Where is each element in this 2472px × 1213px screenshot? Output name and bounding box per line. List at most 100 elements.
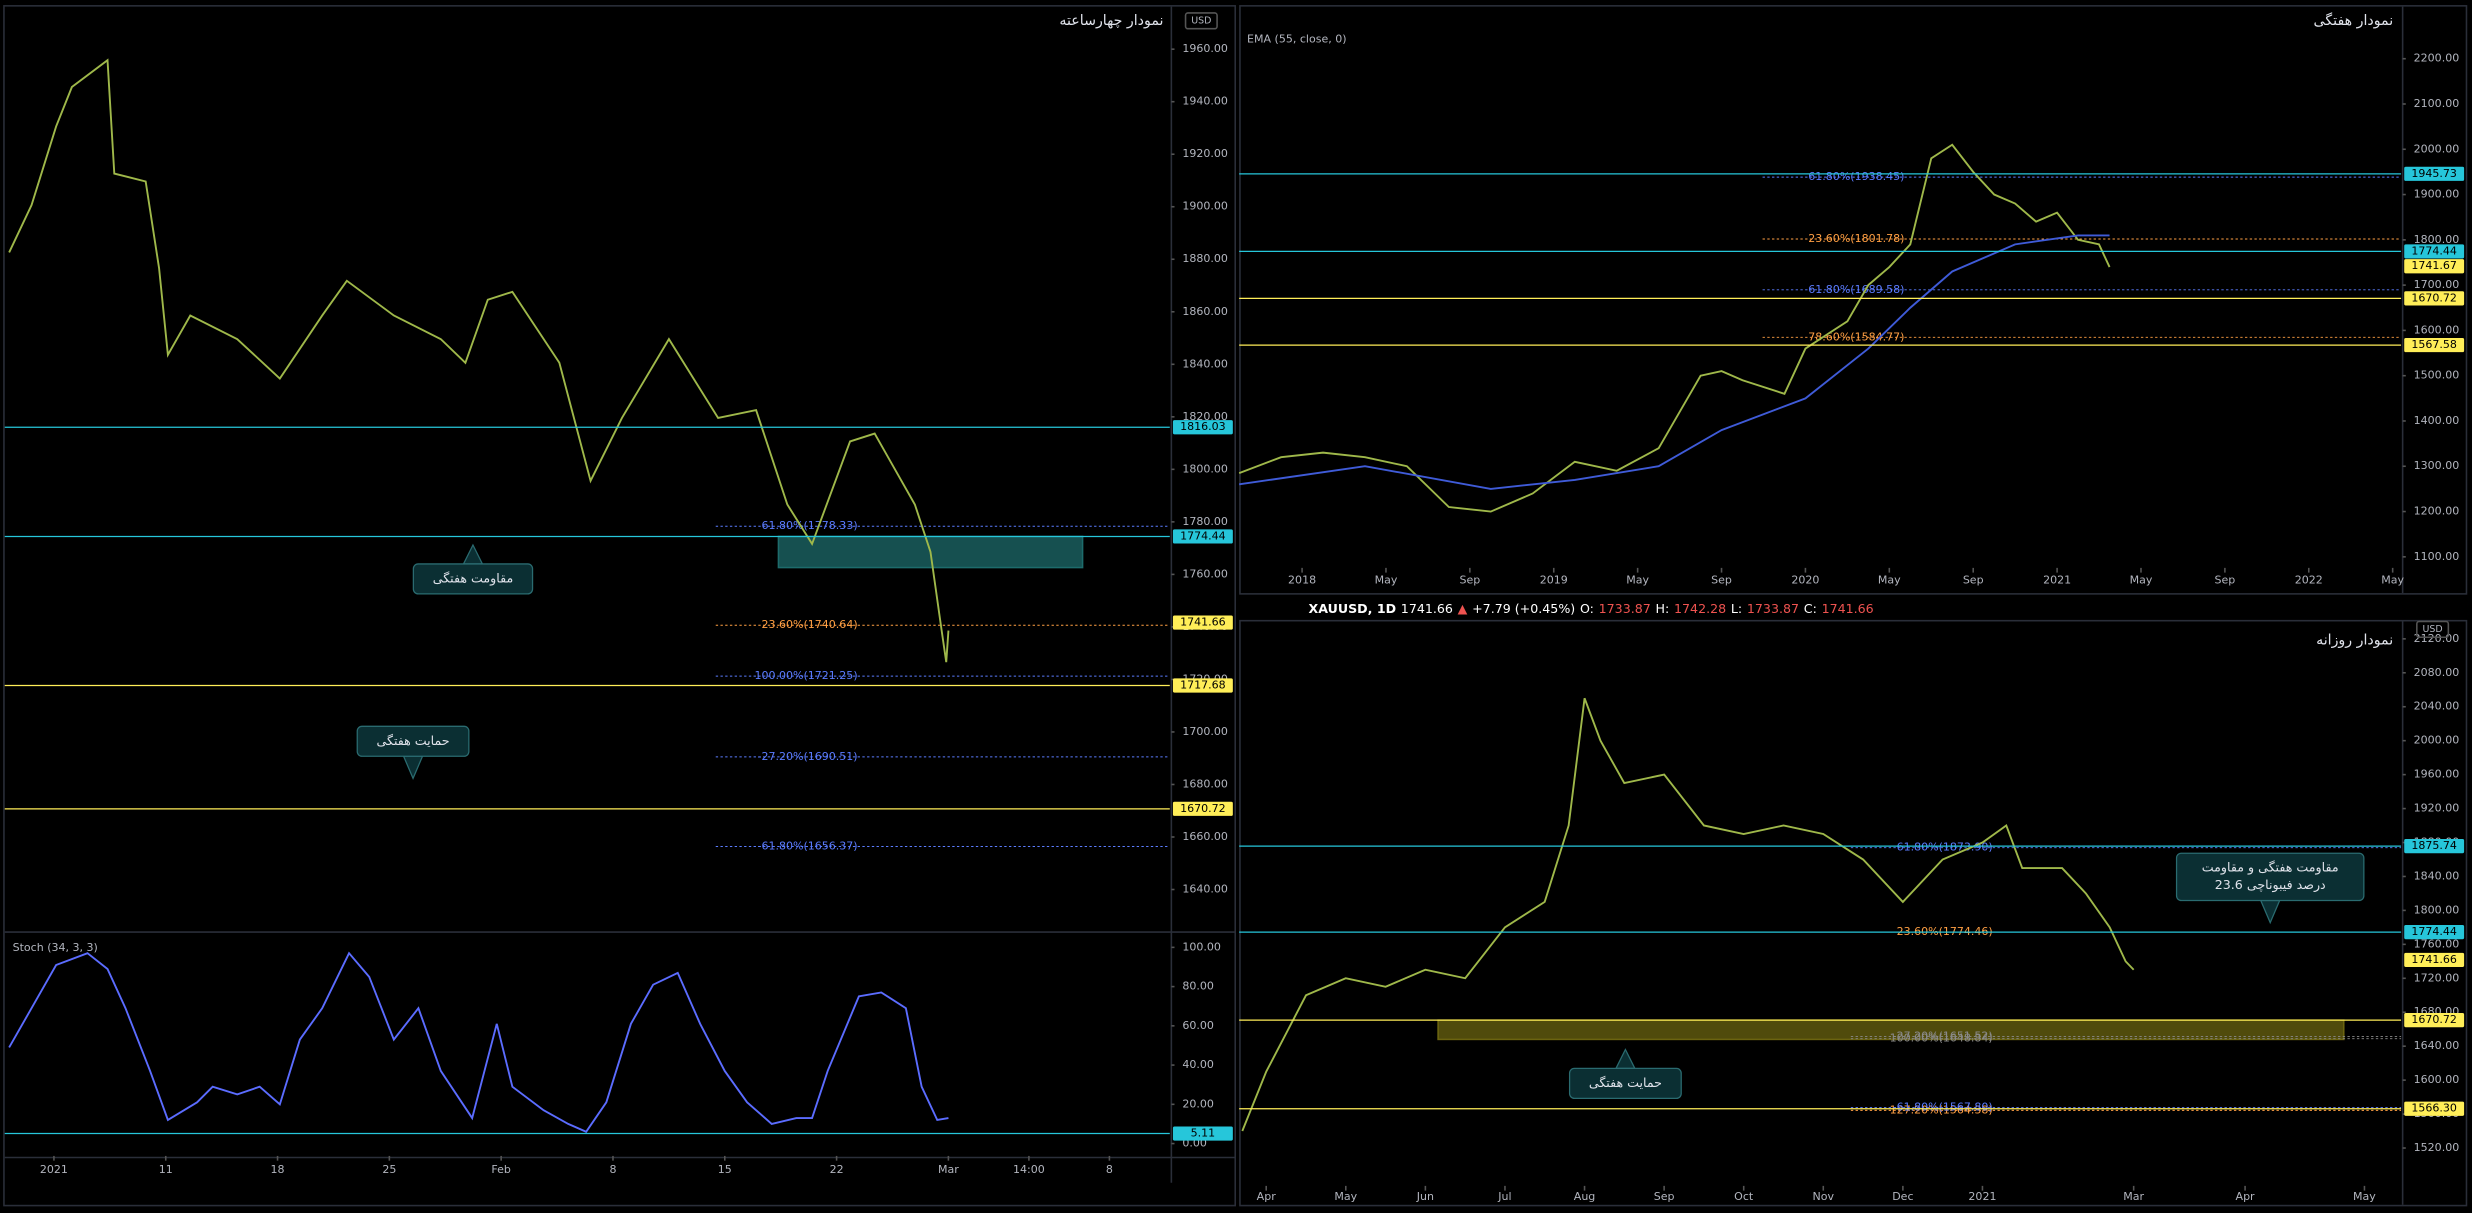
fib-label: 61.80%(1778.33) <box>761 519 857 532</box>
fib-label: 61.80%(1689.58) <box>1808 283 1904 296</box>
fib-label: 100.00%(1721.25) <box>754 669 857 682</box>
fib-label: 61.80%(1938.45) <box>1808 170 1904 183</box>
y-tick-label: 1200.00 <box>2414 505 2460 518</box>
currency: USD <box>1191 15 1211 26</box>
callout-box <box>2175 852 2365 902</box>
y-tick-label: 1800.00 <box>2414 903 2460 916</box>
level-tag <box>2404 1101 2465 1116</box>
price-line <box>8 951 949 1133</box>
y-tick-label: 2000.00 <box>2414 142 2460 155</box>
symbol-header: XAUUSD, 1D 1741.66 ▲ +7.79 (+0.45%) O: 1733.8… <box>1309 600 1874 615</box>
panel-border <box>3 5 1236 1207</box>
y-tick-label: 1900.00 <box>1182 200 1228 213</box>
y-tick-label: 1760.00 <box>1182 567 1228 580</box>
header-part: 1741.66 <box>1822 600 1874 615</box>
x-tick-label: Mar <box>2123 1190 2144 1203</box>
y-tick-label: 100.00 <box>1182 940 1221 953</box>
x-tick-label: May <box>1626 573 1649 586</box>
y-tick-label: 80.00 <box>1182 980 1214 993</box>
x-tick-label: May <box>2130 573 2153 586</box>
header-part: 1733.87 <box>1747 600 1799 615</box>
chart-title: نمودار روزانه <box>2316 632 2393 648</box>
level-tag <box>1172 420 1233 435</box>
x-tick-label: Apr <box>2236 1190 2256 1203</box>
y-tick-label: 1960.00 <box>1182 42 1228 55</box>
y-tick-label: 1820.00 <box>1182 410 1228 423</box>
level-label: 1741.66 <box>2411 953 2457 966</box>
x-tick-label: May <box>1375 573 1398 586</box>
x-tick-label: Sep <box>1963 573 1984 586</box>
x-tick-label: May <box>2381 573 2404 586</box>
callout-text: حمایت هفتگی <box>376 733 449 748</box>
callout-text: مقاومت هفتگی <box>433 570 514 586</box>
x-tick-label: Jul <box>1497 1190 1511 1203</box>
header-part: C: <box>1804 600 1817 615</box>
x-tick-label: 15 <box>718 1163 732 1176</box>
x-tick-label: 11 <box>159 1163 173 1176</box>
y-tick-label: 1900.00 <box>2414 188 2460 201</box>
x-tick-label: Sep <box>1654 1190 1675 1203</box>
y-tick-label: 1880.00 <box>1182 252 1228 265</box>
x-tick-label: 2019 <box>1540 573 1568 586</box>
x-tick-label: 2020 <box>1791 573 1819 586</box>
x-tick-label: Sep <box>1459 573 1480 586</box>
level-label: 1875.74 <box>2411 839 2457 852</box>
x-tick-label: 2021 <box>40 1163 68 1176</box>
y-tick-label: 1700.00 <box>1182 725 1228 738</box>
y-tick-label: 1640.00 <box>2414 1039 2460 1052</box>
y-tick-label: 60.00 <box>1182 1019 1214 1032</box>
level-tag <box>2404 291 2465 306</box>
chart-title: نمودار هفتگی <box>2314 12 2394 29</box>
level-label: 1670.72 <box>2411 1013 2457 1026</box>
x-tick-label: May <box>1878 573 1901 586</box>
legend-entry: EMA (55, close, 0) <box>1247 33 1347 46</box>
y-tick-label: 1660.00 <box>1182 830 1228 843</box>
y-tick-label: 1760.00 <box>2414 937 2460 950</box>
x-tick-label: May <box>2353 1190 2376 1203</box>
level-tag <box>1172 801 1233 816</box>
price-line <box>1241 697 2135 1132</box>
level-label: 1566.30 <box>2411 1102 2457 1115</box>
header-part: ▲ <box>1458 600 1468 615</box>
level-tag <box>2404 259 2465 274</box>
x-tick-label: 8 <box>609 1163 616 1176</box>
level-tag <box>2404 337 2465 353</box>
level-label: 1741.66 <box>1180 616 1226 629</box>
level-label: 5.11 <box>1191 1127 1216 1140</box>
fib-label: 61.80%(1873.90) <box>1897 841 1993 854</box>
x-tick-label: Apr <box>1257 1190 1277 1203</box>
header-part: H: <box>1656 600 1670 615</box>
fib-label: 100.00%(1648.84) <box>1890 1032 1993 1045</box>
x-tick-label: Oct <box>1734 1190 1754 1203</box>
y-tick-label: 1960.00 <box>2414 768 2460 781</box>
y-tick-label: 1800.00 <box>1182 462 1228 475</box>
x-tick-label: 8 <box>1106 1163 1113 1176</box>
fib-label: 127.20%(1564.38) <box>1890 1103 1993 1116</box>
fib-label: -61.80%(1567.80) <box>1893 1100 1993 1113</box>
y-tick-label: 1400.00 <box>2414 414 2460 427</box>
level-tag <box>2404 925 2465 940</box>
level-label: 1774.44 <box>1180 529 1226 542</box>
currency-box <box>2416 620 2450 639</box>
y-tick-label: 1840.00 <box>1182 357 1228 370</box>
level-tag <box>2404 1013 2465 1028</box>
y-tick-label: 2080.00 <box>2414 666 2460 679</box>
x-tick-label: 22 <box>830 1163 844 1176</box>
y-tick-label: 40.00 <box>1182 1058 1214 1071</box>
callout-box <box>1568 1067 1682 1100</box>
y-tick-label: 2000.00 <box>2414 734 2460 747</box>
header-part: O: <box>1580 600 1594 615</box>
x-tick-label: 14:00 <box>1013 1163 1045 1176</box>
y-tick-label: 1780.00 <box>1182 515 1228 528</box>
level-label: 1774.44 <box>2411 925 2457 938</box>
level-label: 1774.44 <box>2411 244 2457 257</box>
level-label: 1670.72 <box>2411 291 2457 304</box>
y-tick-label: 1800.00 <box>2414 233 2460 246</box>
x-tick-label: 2022 <box>2295 573 2323 586</box>
y-tick-label: 1840.00 <box>2414 869 2460 882</box>
x-tick-label: Sep <box>1711 573 1732 586</box>
callout-text: مقاومت هفتگی و مقاومت <box>2202 860 2339 876</box>
y-tick-label: 1500.00 <box>2414 369 2460 382</box>
x-tick-label: May <box>1334 1190 1357 1203</box>
x-tick-label: Dec <box>1892 1190 1913 1203</box>
